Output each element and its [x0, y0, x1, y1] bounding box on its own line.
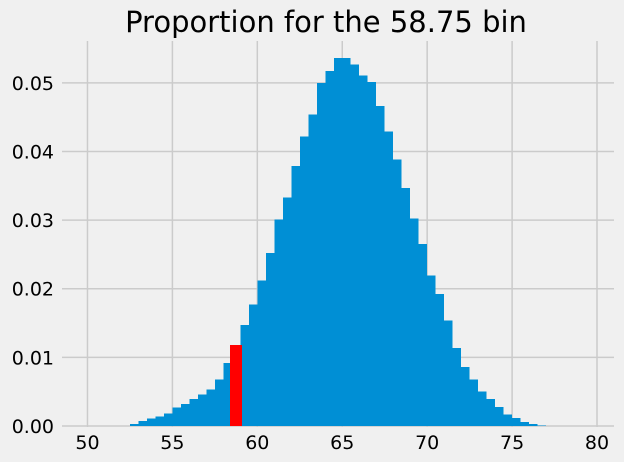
chart-title: Proportion for the 58.75 bin	[125, 5, 527, 39]
histogram-bar	[180, 404, 190, 426]
y-tick-label: 0.03	[12, 210, 54, 232]
x-tick-label: 60	[245, 432, 269, 454]
histogram-bar	[342, 58, 351, 427]
histogram-bar	[444, 320, 453, 426]
histogram-bar	[393, 159, 402, 426]
histogram-bar	[138, 421, 147, 426]
histogram-bar	[529, 423, 538, 426]
y-tick-label: 0.05	[12, 73, 54, 95]
histogram-bar	[469, 379, 479, 426]
histogram-bar	[282, 197, 292, 426]
histogram-bar	[155, 416, 164, 426]
histogram-bar	[172, 407, 181, 426]
histogram-bar	[316, 82, 326, 427]
y-tick-label: 0.00	[12, 416, 54, 438]
histogram-bar	[359, 75, 368, 427]
x-tick-label: 70	[415, 432, 439, 454]
histogram-bar	[146, 418, 156, 426]
x-tick-label: 65	[330, 432, 354, 454]
histogram-bar	[418, 244, 428, 426]
histogram-bar	[206, 389, 215, 426]
histogram-bar	[223, 362, 232, 426]
histogram-bar	[478, 391, 487, 426]
histogram-bar	[350, 64, 360, 426]
histogram-bar	[495, 406, 504, 426]
histogram-bars	[129, 58, 547, 427]
histogram-bar	[299, 136, 309, 426]
histogram-bar	[325, 71, 334, 426]
histogram-bar	[401, 187, 411, 426]
histogram-bar	[240, 325, 249, 426]
histogram-bar	[452, 347, 462, 426]
histogram-bar	[197, 394, 207, 426]
histogram-bar	[427, 275, 436, 426]
x-tick-label: 75	[500, 432, 524, 454]
histogram-bar	[308, 114, 317, 427]
x-tick-label: 80	[585, 432, 609, 454]
x-axis-tick-labels: 50 55 60 65 70 75 80	[75, 432, 609, 454]
histogram-bar	[537, 425, 547, 426]
histogram-bar	[163, 413, 173, 426]
histogram-bar	[486, 399, 496, 426]
highlighted-bar	[230, 345, 243, 426]
histogram-bar	[503, 414, 513, 426]
histogram-bar	[214, 379, 224, 426]
histogram-bar	[333, 58, 343, 427]
histogram-bar	[129, 423, 139, 426]
y-tick-label: 0.04	[12, 141, 54, 163]
y-axis-tick-labels: 0.00 0.01 0.02 0.03 0.04 0.05	[12, 73, 54, 438]
histogram-bar	[384, 131, 394, 426]
histogram-bar	[189, 399, 198, 426]
y-tick-label: 0.01	[12, 347, 54, 369]
histogram-bar	[248, 304, 258, 426]
histogram-bar	[435, 294, 445, 426]
histogram-bar	[461, 366, 470, 426]
x-tick-label: 55	[160, 432, 184, 454]
x-tick-label: 50	[75, 432, 99, 454]
histogram-bar	[376, 106, 385, 426]
histogram-bar	[291, 165, 300, 426]
histogram-bar	[265, 253, 275, 426]
histogram-bar	[410, 218, 419, 426]
histogram-bar	[367, 82, 377, 427]
histogram-bar	[274, 219, 283, 426]
histogram-bar	[520, 421, 530, 426]
histogram-bar	[512, 417, 521, 426]
y-tick-label: 0.02	[12, 279, 54, 301]
histogram-bar	[257, 280, 266, 426]
